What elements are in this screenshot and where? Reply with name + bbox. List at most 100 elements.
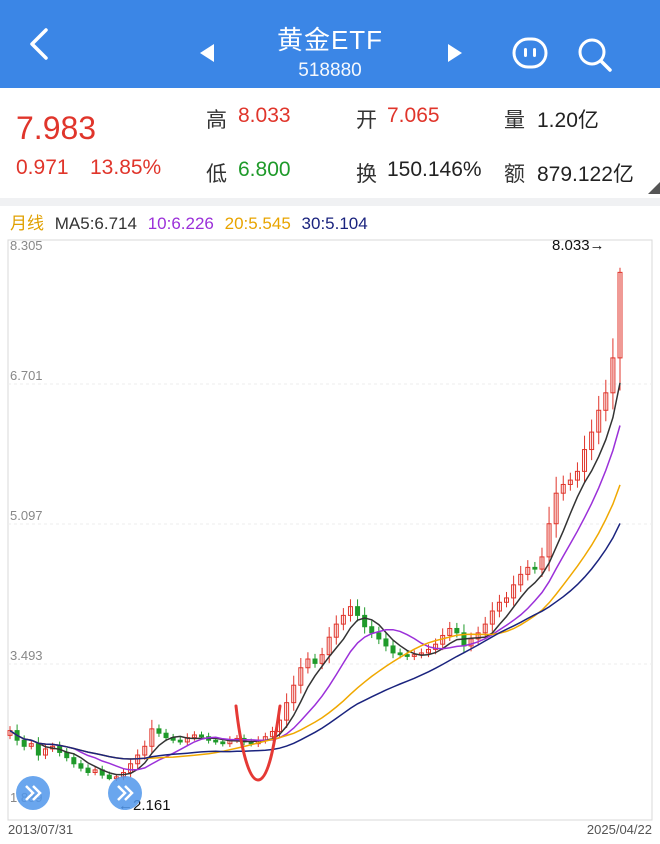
candle-body — [560, 483, 566, 494]
candle-body — [191, 734, 197, 739]
candle-body — [284, 702, 290, 721]
candle-body — [362, 614, 368, 628]
candle-body — [511, 584, 517, 599]
expand-left-button[interactable] — [16, 776, 50, 810]
candle-body — [28, 743, 34, 747]
candle-body — [539, 556, 545, 570]
double-chevron-icon — [117, 785, 134, 801]
candle-body — [326, 636, 332, 656]
chart-grid — [8, 383, 652, 665]
candle-body — [298, 667, 304, 686]
candle-body — [454, 627, 460, 634]
candle-body — [574, 470, 580, 481]
ma30-line — [9, 523, 621, 760]
quote-panel: 7.983 0.971 13.85% 高 8.033 开 7.065 量 1.2… — [0, 88, 660, 198]
candle-body — [213, 739, 219, 743]
double-chevron-icon — [25, 785, 42, 801]
x-end-date: 2025/04/22 — [587, 822, 652, 837]
hand-drawn-v-mark — [234, 704, 282, 782]
candle-body — [149, 728, 155, 747]
candle-body — [85, 767, 91, 773]
y-tick-label: 5.097 — [10, 508, 43, 523]
y-tick-label: 6.701 — [10, 368, 43, 383]
candle-body — [383, 638, 389, 647]
expand-corner-icon[interactable] — [648, 182, 660, 194]
low-label: 低 — [206, 163, 227, 186]
candle-body — [582, 449, 588, 472]
price-change: 0.971 — [16, 156, 69, 179]
section-divider — [0, 198, 660, 206]
ma10-line — [9, 425, 621, 771]
amount-value: 879.122亿 — [537, 163, 634, 186]
next-triangle-icon — [448, 44, 462, 62]
ma10-label: 10:6.226 — [147, 214, 214, 233]
candle-body — [525, 566, 531, 575]
ma30-label: 30:5.104 — [301, 214, 368, 233]
chat-button[interactable] — [510, 36, 550, 70]
candle-body — [92, 769, 98, 773]
candle-body — [397, 652, 403, 656]
open-label: 开 — [356, 109, 377, 132]
search-icon — [578, 38, 612, 72]
candle-body — [305, 658, 311, 669]
ma5-label: MA5:6.714 — [54, 214, 137, 233]
candle-body — [610, 357, 616, 394]
candle-body — [433, 643, 439, 650]
candle-body — [355, 606, 361, 616]
expand-right-button[interactable] — [108, 776, 142, 810]
candle-body — [532, 566, 538, 570]
x-start-date: 2013/07/31 — [8, 822, 73, 837]
y-tick-label: 8.305 — [10, 238, 43, 253]
max-annotation: 8.033→ — [552, 237, 605, 254]
ma-lines — [9, 382, 621, 776]
candle-body — [553, 492, 559, 525]
candle-body — [163, 732, 169, 739]
period-label[interactable]: 月线 — [10, 214, 44, 233]
volume-label: 量 — [504, 109, 525, 132]
candle-body — [475, 632, 481, 640]
high-value: 8.033 — [238, 104, 291, 127]
ma-legend: 月线 MA5:6.714 10:6.226 20:5.545 30:5.104 — [10, 209, 374, 234]
prev-triangle-icon — [200, 44, 214, 62]
candle-body — [319, 654, 325, 664]
candle-body — [567, 479, 573, 485]
back-button[interactable] — [22, 26, 58, 62]
candle-body — [404, 654, 410, 657]
candle-body — [376, 632, 382, 640]
candle-body — [596, 409, 602, 433]
stock-code: 518880 — [298, 60, 362, 81]
page-title: 黄金ETF — [276, 25, 384, 55]
ma20-line — [9, 484, 621, 760]
prev-stock-button[interactable] — [196, 40, 218, 66]
candle-body — [128, 763, 134, 773]
candle-body — [518, 573, 524, 586]
price-change-percent: 13.85% — [90, 156, 162, 179]
chart-frame — [7, 239, 653, 821]
candle-body — [496, 601, 502, 612]
candle-body — [220, 741, 226, 745]
turnover-label: 换 — [356, 163, 377, 186]
back-arrow-icon — [30, 28, 48, 60]
candle-body — [35, 743, 41, 756]
candle-body — [156, 728, 162, 734]
candle-body — [78, 763, 84, 769]
candle-body — [390, 645, 396, 654]
ma5-line — [9, 382, 621, 776]
candle-body — [177, 739, 183, 743]
candle-body — [142, 745, 148, 756]
search-button[interactable] — [574, 34, 614, 74]
high-label: 高 — [206, 109, 227, 132]
candle-body — [333, 623, 339, 638]
candle-body — [369, 626, 375, 634]
chat-face-icon — [512, 37, 548, 69]
candle-body — [199, 734, 205, 738]
candle-body — [489, 610, 495, 625]
open-value: 7.065 — [387, 104, 440, 127]
ma20-label: 20:5.545 — [224, 214, 291, 233]
candle-body — [546, 523, 552, 558]
candle-body — [411, 654, 417, 657]
next-stock-button[interactable] — [444, 40, 466, 66]
candle-body — [7, 730, 13, 736]
